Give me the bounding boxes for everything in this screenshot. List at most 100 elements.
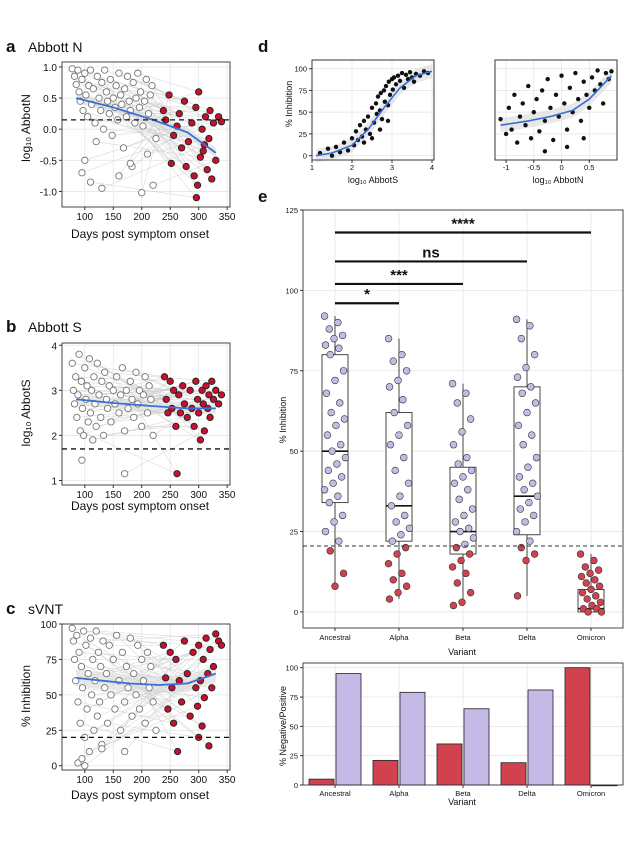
sample-point — [583, 595, 591, 603]
late-sample-point — [164, 705, 172, 713]
sample-point — [323, 431, 332, 439]
plot-border — [61, 61, 231, 208]
early-sample-point — [117, 391, 125, 399]
early-sample-point — [101, 684, 109, 692]
early-sample-point — [134, 641, 142, 649]
early-sample-point — [135, 103, 144, 112]
early-sample-point — [86, 634, 95, 642]
y-tick-label: 1 — [51, 476, 57, 487]
early-sample-point — [113, 373, 121, 381]
sample-point — [335, 344, 343, 352]
early-sample-point — [99, 125, 108, 133]
early-sample-point — [79, 431, 88, 440]
early-sample-point — [146, 91, 154, 99]
data-point — [520, 101, 525, 106]
early-sample-point — [105, 382, 113, 390]
late-sample-point — [199, 400, 207, 408]
trajectory-line — [143, 381, 196, 396]
data-point — [506, 105, 512, 111]
sample-point — [385, 383, 394, 391]
x-tick-label: 150 — [105, 490, 122, 501]
data-point — [382, 99, 387, 104]
early-sample-point — [93, 712, 101, 720]
sample-point — [448, 379, 457, 388]
sample-point — [320, 312, 329, 320]
x-tick-label: Omicron — [577, 789, 605, 798]
significance-label: **** — [451, 216, 475, 233]
late-sample-point — [195, 641, 203, 649]
data-point — [528, 136, 534, 141]
x-tick-label: 350 — [219, 490, 236, 501]
late-sample-point — [206, 106, 214, 115]
sample-point — [522, 556, 530, 565]
sample-point — [397, 531, 405, 539]
sample-point — [459, 473, 467, 481]
early-sample-point — [120, 747, 129, 756]
sample-point — [592, 592, 600, 600]
early-sample-point — [98, 184, 106, 192]
sample-point — [578, 588, 587, 597]
data-point — [548, 105, 553, 111]
sample-point — [594, 566, 603, 574]
sample-point — [334, 318, 342, 327]
data-point — [503, 131, 509, 137]
sample-point — [460, 511, 468, 520]
sample-point — [517, 334, 525, 343]
x-tick-label: 4 — [430, 163, 434, 172]
late-sample-point — [202, 382, 210, 390]
sample-point — [405, 524, 414, 533]
trajectory-line — [120, 94, 172, 164]
late-sample-point — [214, 400, 223, 408]
y-tick-label: 75 — [290, 367, 298, 376]
sample-point — [401, 543, 410, 552]
panel-d-letter: d — [258, 37, 268, 56]
early-sample-point — [135, 386, 144, 394]
late-sample-point — [173, 747, 182, 756]
trajectory-line — [96, 141, 201, 158]
early-sample-point — [92, 627, 100, 635]
late-sample-point — [196, 436, 205, 444]
early-sample-point — [75, 88, 83, 96]
sample-point — [590, 556, 598, 565]
sample-point — [597, 608, 606, 616]
sample-point — [582, 579, 590, 587]
late-sample-point — [193, 702, 202, 710]
early-sample-point — [87, 691, 96, 699]
data-point — [498, 116, 503, 122]
sample-point — [385, 595, 394, 603]
panel-b-title: Abbott S — [28, 319, 82, 335]
early-sample-point — [68, 359, 76, 367]
sample-point — [516, 505, 525, 513]
early-sample-point — [93, 72, 101, 80]
x-tick-label: 150 — [105, 775, 122, 786]
early-sample-point — [78, 75, 86, 84]
sample-point — [466, 588, 475, 597]
sample-point — [334, 492, 342, 500]
trajectory-line — [82, 687, 182, 703]
late-sample-point — [195, 409, 203, 417]
data-point — [341, 140, 347, 145]
data-point — [564, 144, 570, 150]
late-sample-point — [159, 106, 168, 115]
trajectory-line — [82, 110, 182, 149]
sample-point — [458, 598, 466, 606]
early-sample-point — [86, 178, 95, 186]
data-point — [542, 149, 548, 154]
early-sample-point — [143, 648, 152, 656]
panel-c-letter: c — [6, 599, 15, 618]
panel-d-right-xlabel: log₁₀ AbbotN — [533, 175, 584, 185]
early-sample-point — [118, 648, 127, 656]
sample-point — [458, 428, 466, 436]
trajectory-line — [124, 430, 205, 474]
late-sample-point — [200, 427, 209, 435]
early-sample-point — [77, 662, 86, 671]
sample-point — [340, 415, 349, 423]
trajectory-line — [96, 630, 207, 639]
early-sample-point — [70, 400, 79, 408]
data-point — [564, 127, 570, 132]
data-point — [517, 114, 523, 119]
late-sample-point — [198, 125, 206, 133]
late-sample-point — [209, 395, 218, 403]
x-tick-label: 200 — [133, 490, 150, 501]
early-sample-point — [75, 350, 83, 358]
